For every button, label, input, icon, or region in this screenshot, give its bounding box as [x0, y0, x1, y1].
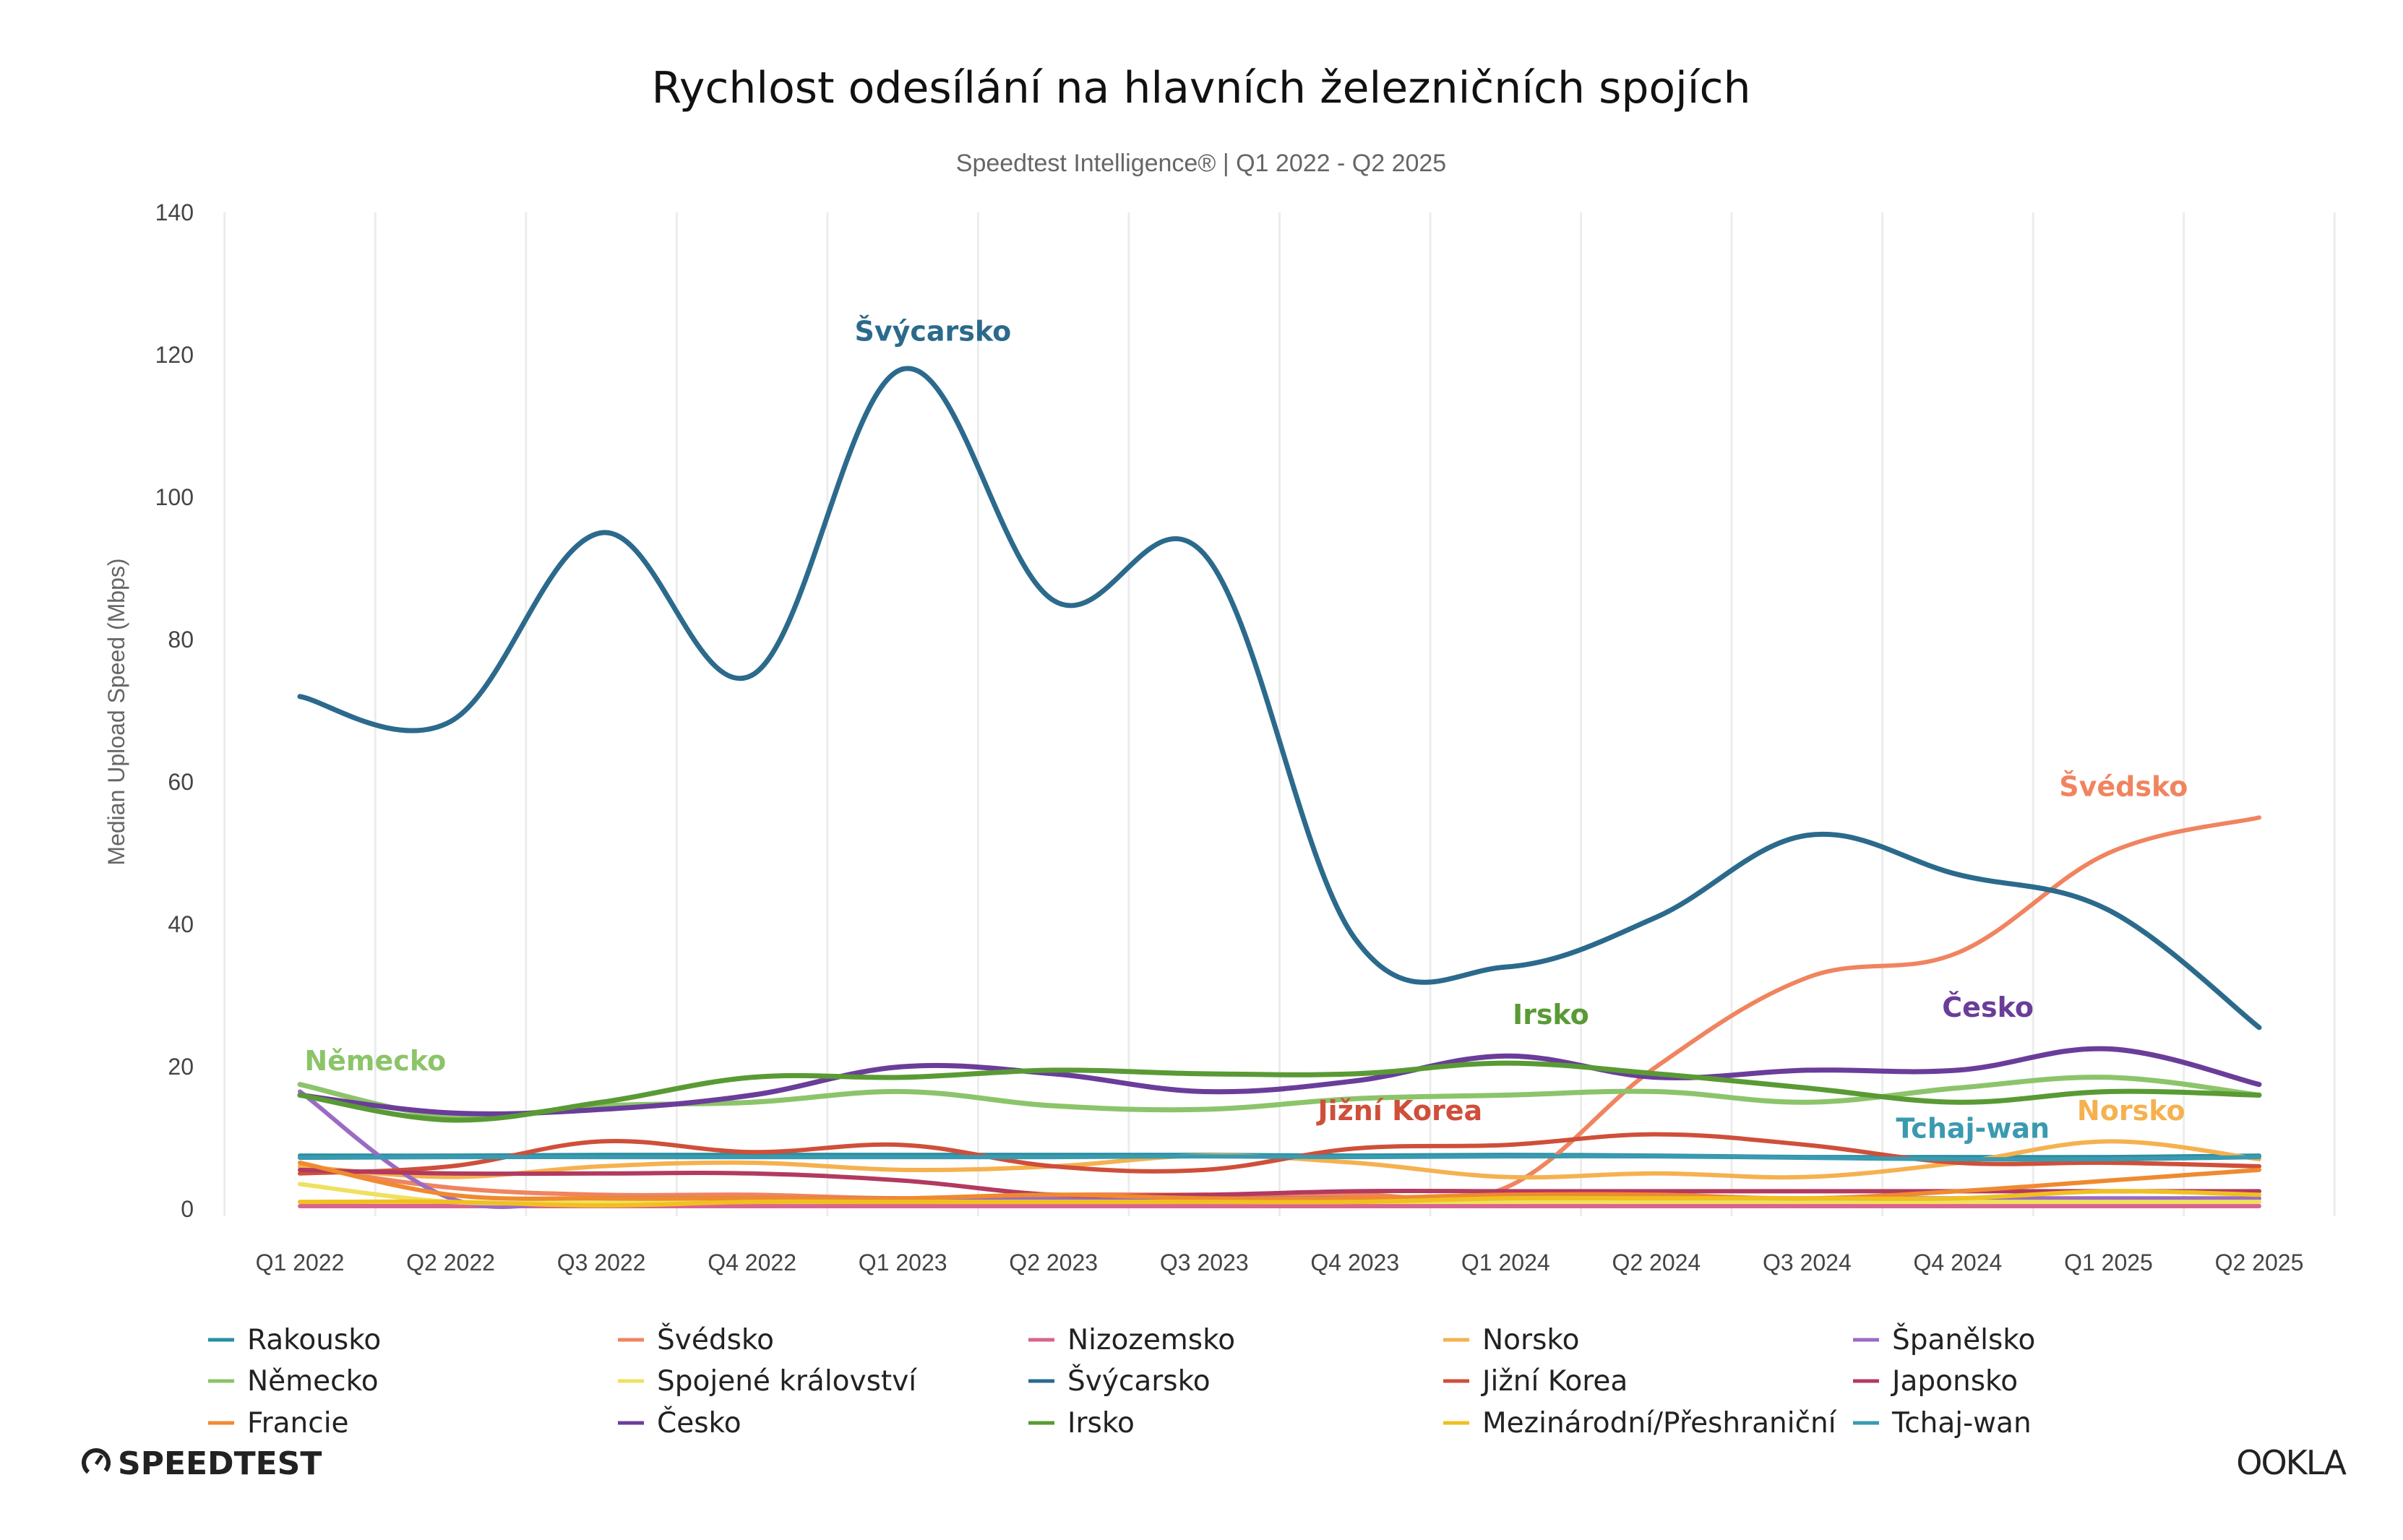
series-line-1 — [298, 815, 2261, 1203]
annotation-label: Irsko — [1513, 999, 1589, 1031]
annotation-label: Norsko — [2077, 1095, 2185, 1127]
y-tick-label: 60 — [168, 769, 194, 795]
legend-item[interactable]: Francie — [208, 1407, 349, 1440]
y-tick-label: 140 — [155, 199, 194, 225]
legend-item[interactable]: Mezinárodní/Přeshraniční — [1443, 1407, 1837, 1440]
x-tick-label: Q3 2022 — [557, 1249, 646, 1276]
series-line-14 — [298, 1153, 2261, 1162]
y-tick-label: 80 — [168, 627, 194, 653]
series-line-7 — [297, 366, 2262, 1031]
legend-label: Spojené království — [657, 1365, 917, 1398]
legend-item[interactable]: Jižní Korea — [1443, 1365, 1628, 1398]
x-tick-label: Q4 2022 — [708, 1249, 796, 1276]
legend-label: Japonsko — [1890, 1365, 2018, 1398]
legend-item[interactable]: Španělsko — [1853, 1322, 2035, 1356]
legend-label: Německo — [247, 1365, 379, 1398]
legend-item[interactable]: Tchaj-wan — [1853, 1407, 2032, 1440]
legend-item[interactable]: Švýcarsko — [1028, 1364, 1211, 1398]
legend-label: Španělsko — [1892, 1322, 2035, 1356]
legend-label: Švýcarsko — [1067, 1364, 1211, 1398]
legend-item[interactable]: Rakousko — [208, 1324, 381, 1356]
x-tick-label: Q1 2022 — [256, 1249, 345, 1276]
legend-label: Francie — [247, 1407, 349, 1440]
legend-item[interactable]: Japonsko — [1853, 1365, 2018, 1398]
y-axis-label: Median Upload Speed (Mbps) — [103, 558, 129, 865]
legend-label: Tchaj-wan — [1891, 1407, 2032, 1440]
speedtest-logo-text: SPEEDTEST — [118, 1445, 322, 1482]
ookla-logo: OOKLA — [2236, 1443, 2347, 1482]
series-line-13 — [298, 1189, 2261, 1208]
legend-label: Švédsko — [657, 1322, 774, 1356]
x-tick-label: Q1 2025 — [2064, 1249, 2153, 1276]
y-tick-label: 0 — [181, 1196, 194, 1222]
series-line-11 — [297, 1046, 2262, 1117]
series-line-10 — [298, 1160, 2261, 1201]
x-tick-label: Q3 2024 — [1763, 1249, 1852, 1276]
chart-subtitle: Speedtest Intelligence® | Q1 2022 - Q2 2… — [956, 150, 1446, 177]
x-tick-label: Q2 2023 — [1009, 1249, 1098, 1276]
y-tick-label: 20 — [168, 1054, 194, 1080]
speedtest-logo: SPEEDTEST — [82, 1445, 322, 1482]
y-tick-label: 40 — [168, 911, 194, 937]
annotation-label: Švédsko — [2059, 771, 2188, 803]
legend-item[interactable]: Německo — [208, 1365, 379, 1398]
legend-item[interactable]: Švédsko — [618, 1322, 774, 1356]
x-tick-label: Q4 2023 — [1310, 1249, 1399, 1276]
annotation-label: Česko — [1942, 991, 2034, 1023]
legend-label: Jižní Korea — [1480, 1365, 1628, 1398]
annotation-label: Tchaj-wan — [1896, 1113, 2050, 1145]
x-tick-label: Q1 2024 — [1461, 1249, 1550, 1276]
legend-label: Česko — [657, 1406, 741, 1440]
legend-label: Rakousko — [247, 1324, 381, 1356]
annotation-label: Německo — [304, 1045, 446, 1077]
legend-label: Nizozemsko — [1067, 1324, 1235, 1356]
legend-item[interactable]: Norsko — [1443, 1324, 1579, 1356]
chart-title: Rychlost odesílání na hlavních železničn… — [651, 63, 1750, 113]
series-line-5 — [297, 1075, 2262, 1120]
x-tick-label: Q3 2023 — [1160, 1249, 1249, 1276]
annotation-label: Švýcarsko — [854, 315, 1011, 347]
legend-label: Norsko — [1482, 1324, 1579, 1356]
x-tick-label: Q4 2024 — [1914, 1249, 2003, 1276]
series-line-8 — [298, 1132, 2261, 1176]
x-tick-label: Q1 2023 — [859, 1249, 947, 1276]
y-tick-label: 100 — [155, 484, 194, 510]
legend-label: Irsko — [1067, 1407, 1135, 1440]
annotation-label: Jižní Korea — [1316, 1095, 1483, 1127]
series-line-12 — [297, 1060, 2262, 1123]
x-tick-label: Q2 2024 — [1612, 1249, 1701, 1276]
legend-item[interactable]: Spojené království — [618, 1365, 917, 1398]
legend-item[interactable]: Nizozemsko — [1028, 1324, 1235, 1356]
y-tick-label: 120 — [155, 342, 194, 368]
x-tick-label: Q2 2022 — [406, 1249, 495, 1276]
legend-label: Mezinárodní/Přeshraniční — [1482, 1407, 1837, 1440]
x-tick-label: Q2 2025 — [2215, 1249, 2304, 1276]
legend-item[interactable]: Česko — [618, 1406, 741, 1440]
legend-item[interactable]: Irsko — [1028, 1407, 1135, 1440]
